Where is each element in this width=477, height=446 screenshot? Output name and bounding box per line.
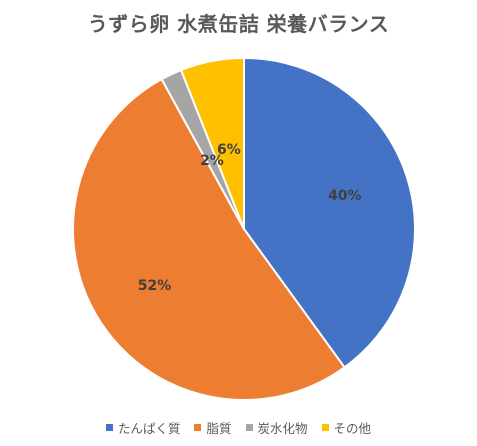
- data-label-protein: 40%: [328, 188, 362, 204]
- legend-swatch-other: [321, 424, 329, 431]
- pie-slice-other: [179, 56, 245, 230]
- legend-label-carbohydrate: 炭水化物: [257, 421, 308, 436]
- chart-title: うずら卵 水煮缶詰 栄養バランス: [87, 12, 390, 36]
- data-label-fat: 52%: [138, 278, 172, 294]
- legend-label-other: その他: [333, 421, 372, 436]
- legend: たんぱく質 脂質 炭水化物 その他: [0, 418, 477, 437]
- legend-item-carbohydrate: 炭水化物: [245, 418, 308, 437]
- legend-swatch-protein: [105, 424, 113, 431]
- pie-slice-protein: [243, 56, 416, 369]
- legend-item-protein: たんぱく質: [105, 418, 181, 437]
- legend-swatch-fat: [194, 424, 202, 431]
- legend-item-other: その他: [321, 418, 372, 437]
- data-label-carbohydrate: 2%: [200, 153, 224, 169]
- data-label-other: 6%: [217, 142, 241, 158]
- legend-item-fat: 脂質: [194, 418, 232, 437]
- legend-label-protein: たんぱく質: [117, 421, 181, 436]
- legend-label-fat: 脂質: [206, 421, 232, 436]
- legend-swatch-carbohydrate: [245, 424, 253, 431]
- pie-slice-fat: [72, 77, 346, 401]
